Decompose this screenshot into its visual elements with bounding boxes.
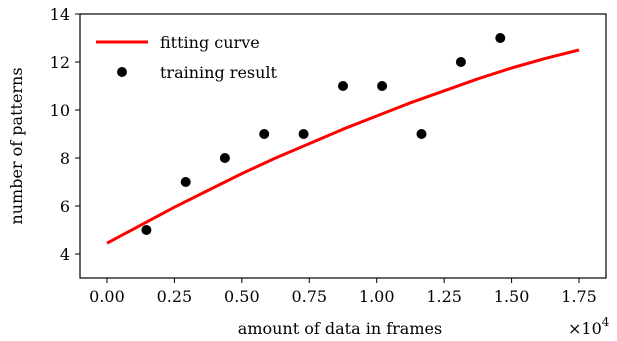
x-offset-label: ×104 <box>568 315 610 338</box>
y-tick-label: 12 <box>50 53 70 72</box>
legend-label-fitting-curve: fitting curve <box>160 33 260 52</box>
training-result-point <box>456 57 466 67</box>
legend-label-training-result: training result <box>160 63 278 82</box>
y-tick-label: 14 <box>50 5 70 24</box>
y-tick-label: 10 <box>50 101 70 120</box>
x-tick-label: 0.25 <box>157 287 193 306</box>
training-result-point <box>181 177 191 187</box>
x-offset-base: ×10 <box>568 319 602 338</box>
training-result-point <box>299 129 309 139</box>
x-tick-label: 1.50 <box>494 287 530 306</box>
y-axis-label: number of patterns <box>7 67 26 224</box>
training-result-point <box>417 129 427 139</box>
y-axis: 4 6 8 10 12 14 <box>50 5 80 264</box>
training-result-point <box>377 81 387 91</box>
legend: fitting curve training result <box>96 33 278 82</box>
x-axis-label: amount of data in frames <box>238 319 442 338</box>
x-tick-label: 1.00 <box>359 287 395 306</box>
training-result-point <box>220 153 230 163</box>
y-tick-label: 6 <box>60 197 70 216</box>
y-tick-label: 8 <box>60 149 70 168</box>
legend-marker-swatch <box>117 67 127 77</box>
y-tick-label: 4 <box>60 245 70 264</box>
x-axis: 0.00 0.25 0.50 0.75 1.00 1.25 1.50 1.75 <box>89 278 597 306</box>
plot-frame <box>80 14 606 278</box>
training-result-point <box>141 225 151 235</box>
x-offset-exponent: 4 <box>602 315 610 329</box>
training-result-point <box>495 33 505 43</box>
x-tick-label: 0.00 <box>89 287 125 306</box>
x-tick-label: 0.50 <box>224 287 260 306</box>
x-tick-label: 1.75 <box>561 287 597 306</box>
training-result-point <box>338 81 348 91</box>
x-tick-label: 0.75 <box>291 287 327 306</box>
training-result-point <box>259 129 269 139</box>
x-tick-label: 1.25 <box>426 287 462 306</box>
